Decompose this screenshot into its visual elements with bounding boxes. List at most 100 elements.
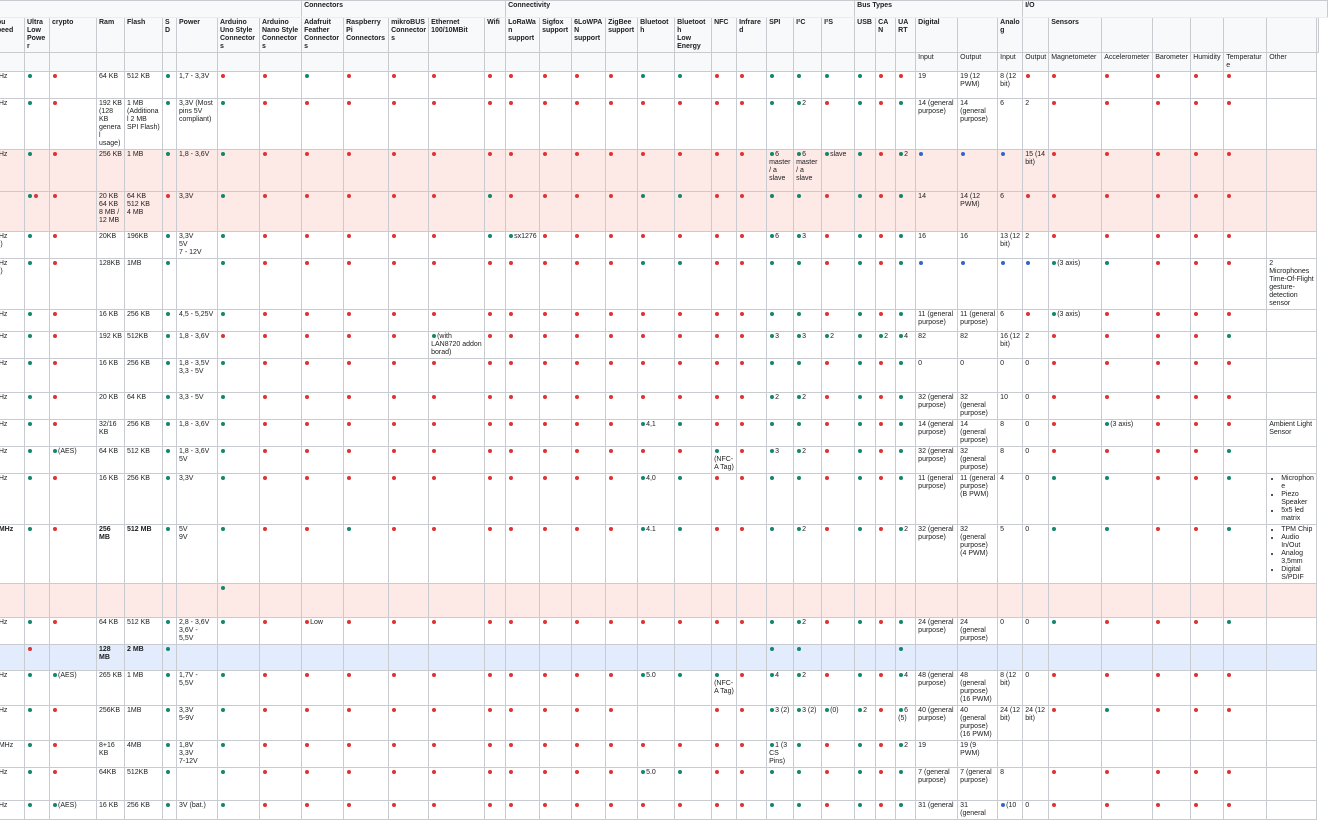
table-cell xyxy=(24,800,50,820)
no-status-icon xyxy=(392,620,397,624)
table-cell xyxy=(1266,705,1318,741)
column-header xyxy=(1022,17,1050,53)
table-cell xyxy=(162,231,177,259)
no-status-icon xyxy=(609,234,614,238)
column-header: Digital xyxy=(915,17,959,53)
table-cell: 5V 9V xyxy=(176,524,218,584)
yes-status-icon xyxy=(221,101,225,105)
no-status-icon xyxy=(347,395,352,399)
no-status-icon xyxy=(575,743,580,747)
cell-text: 1,7 - 3,3V xyxy=(179,73,210,80)
no-status-icon xyxy=(1105,449,1110,453)
no-status-icon xyxy=(432,476,437,480)
table-cell xyxy=(875,705,897,741)
yes-status-icon xyxy=(797,708,802,712)
cell-text: 128KB xyxy=(99,260,121,267)
table-cell xyxy=(49,258,97,310)
table-cell xyxy=(343,446,390,474)
cell-text: 7 (general purpose) xyxy=(918,769,950,784)
no-status-icon xyxy=(825,261,830,265)
table-cell: 2 xyxy=(895,740,917,768)
table-cell xyxy=(343,309,390,332)
table-cell xyxy=(258,670,303,706)
table-cell: 2 xyxy=(1022,231,1050,259)
table-cell xyxy=(428,705,486,741)
table-cell xyxy=(1266,617,1318,645)
table-cell xyxy=(301,71,345,99)
table-cell: 2 xyxy=(821,331,856,359)
no-status-icon xyxy=(53,620,57,624)
table-cell xyxy=(24,331,50,359)
no-status-icon xyxy=(678,234,683,238)
no-status-icon xyxy=(609,770,614,774)
table-cell xyxy=(1266,644,1318,671)
no-status-icon xyxy=(740,334,745,338)
no-status-icon xyxy=(305,527,310,531)
table-cell: 0 xyxy=(1022,473,1050,525)
table-cell xyxy=(821,231,856,259)
table-cell xyxy=(258,231,303,259)
no-status-icon xyxy=(392,334,397,338)
table-cell xyxy=(24,392,50,420)
no-status-icon xyxy=(1156,395,1161,399)
table-cell xyxy=(821,191,856,232)
table-cell: 3 (2) xyxy=(793,705,823,741)
no-status-icon xyxy=(1194,527,1199,531)
no-status-icon xyxy=(263,803,267,807)
cell-text: 7 (general purpose) xyxy=(960,769,992,784)
table-cell: 14 (general purpose) xyxy=(957,419,999,447)
cell-text: MHz xyxy=(0,707,8,714)
yes-status-icon xyxy=(899,152,904,156)
table-cell xyxy=(343,705,390,741)
cell-text: 14 (general purpose) xyxy=(918,100,954,115)
cell-text: 10 xyxy=(1000,394,1008,401)
no-status-icon xyxy=(53,312,57,316)
table-cell: 13 (12 bit) xyxy=(997,231,1024,259)
column-header: crypto xyxy=(49,17,97,53)
no-status-icon xyxy=(543,261,548,265)
no-status-icon xyxy=(263,234,267,238)
table-cell xyxy=(915,644,959,671)
table-cell xyxy=(571,419,607,447)
status-note: 6 master / a slave xyxy=(796,151,818,182)
table-cell xyxy=(1152,446,1192,474)
column-header: LoRaWan support xyxy=(505,17,541,53)
table-cell xyxy=(854,191,877,232)
cell-text: 19 xyxy=(918,742,926,749)
table-cell xyxy=(1048,800,1103,820)
table-cell xyxy=(674,71,713,99)
cell-text: 512 KB xyxy=(127,73,150,80)
yes-status-icon xyxy=(797,476,802,480)
no-status-icon xyxy=(488,476,493,480)
sub-column-header xyxy=(301,52,345,72)
table-row: MHz(AES)265 KB1 MB1,7V -5,5V5.0(NFC-A Ta… xyxy=(0,670,1328,706)
yes-status-icon xyxy=(899,803,904,807)
status-note: 3 xyxy=(775,333,779,340)
no-status-icon xyxy=(1156,361,1161,365)
table-cell xyxy=(571,705,607,741)
table-cell xyxy=(217,419,260,447)
yes-status-icon xyxy=(28,312,32,316)
table-cell xyxy=(637,446,676,474)
sub-column-header: Magnetometer xyxy=(1048,52,1103,72)
table-cell xyxy=(505,524,541,584)
table-cell: 3,3 - 5V xyxy=(176,392,218,420)
table-cell xyxy=(388,800,430,820)
table-cell: 0 xyxy=(915,358,959,393)
no-status-icon xyxy=(1194,673,1199,677)
no-status-icon xyxy=(825,234,830,238)
column-header xyxy=(1152,17,1192,53)
status-note: 3 xyxy=(802,233,806,240)
no-status-icon xyxy=(678,361,683,365)
table-cell xyxy=(605,98,639,150)
table-cell: 15 (14 bit) xyxy=(1022,149,1050,192)
cell-text: MHz xyxy=(0,360,8,367)
table-cell xyxy=(571,473,607,525)
no-status-icon xyxy=(53,770,57,774)
table-cell: MHzax) xyxy=(0,258,25,310)
no-status-icon xyxy=(347,708,352,712)
no-status-icon xyxy=(575,620,580,624)
table-cell: 48 (general purpose) (16 PWM) xyxy=(957,670,999,706)
